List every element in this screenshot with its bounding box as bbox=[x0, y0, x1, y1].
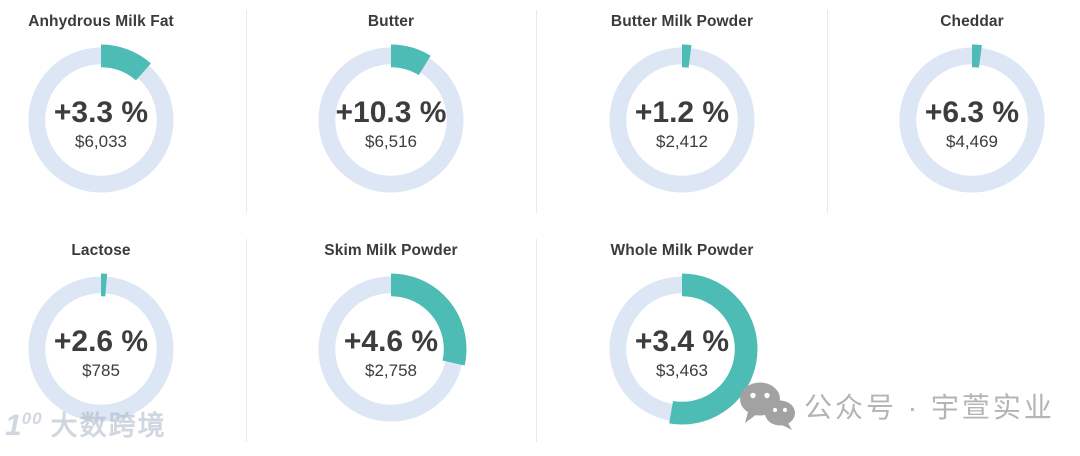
donut-ring bbox=[315, 44, 467, 196]
ring-arc bbox=[606, 273, 758, 425]
product-title: Butter bbox=[367, 13, 415, 30]
price-value: $6,516 bbox=[365, 131, 417, 151]
product-card-butter: Butter +10.3 % $6,516 bbox=[281, 13, 501, 196]
watermark-right-text: 公众号 · 宇萱实业 bbox=[804, 392, 1055, 423]
watermark-dashu-kuajing: 100 大数跨境 bbox=[5, 404, 167, 443]
product-card-skim-milk-powder: Skim Milk Powder +4.6 % $2,758 bbox=[281, 242, 501, 425]
column-divider bbox=[827, 10, 828, 213]
donut-chart: +2.6 % $785 bbox=[25, 273, 177, 425]
change-percent: +4.6 % bbox=[343, 325, 439, 359]
watermark-wechat-account: 公众号 · 宇萱实业 bbox=[738, 381, 1055, 431]
donut-ring bbox=[606, 273, 758, 425]
donut-ring bbox=[606, 44, 758, 196]
product-title: Cheddar bbox=[940, 13, 1004, 30]
change-percent: +1.2 % bbox=[634, 96, 730, 130]
donut-ring bbox=[25, 44, 177, 196]
product-title: Anhydrous Milk Fat bbox=[28, 13, 174, 30]
donut-ring bbox=[896, 44, 1048, 196]
column-divider bbox=[246, 239, 247, 442]
column-divider bbox=[246, 10, 247, 213]
dashu-logo: 100 bbox=[5, 409, 43, 442]
change-percent: +10.3 % bbox=[335, 96, 447, 130]
donut-chart: +3.4 % $3,463 bbox=[606, 273, 758, 425]
ring-arc bbox=[315, 273, 467, 425]
ring-arc bbox=[606, 44, 758, 196]
ring-arc bbox=[896, 44, 1048, 196]
change-percent: +6.3 % bbox=[924, 96, 1020, 130]
donut-center-labels: +3.3 % $6,033 bbox=[25, 44, 177, 196]
change-percent: +3.4 % bbox=[634, 325, 730, 359]
wechat-icon bbox=[740, 382, 795, 430]
product-title: Skim Milk Powder bbox=[324, 242, 458, 259]
donut-center-labels: +2.6 % $785 bbox=[25, 273, 177, 425]
price-value: $785 bbox=[82, 360, 120, 380]
donut-chart: +4.6 % $2,758 bbox=[315, 273, 467, 425]
column-divider bbox=[536, 10, 537, 213]
donut-center-labels: +1.2 % $2,412 bbox=[606, 44, 758, 196]
watermark-left-text: 大数跨境 bbox=[50, 411, 167, 441]
change-percent: +2.6 % bbox=[53, 325, 149, 359]
column-divider bbox=[536, 239, 537, 442]
product-card-anhydrous-milk-fat: Anhydrous Milk Fat +3.3 % $6,033 bbox=[0, 13, 211, 196]
ring-arc bbox=[315, 44, 467, 196]
donut-chart: +10.3 % $6,516 bbox=[315, 44, 467, 196]
price-value: $4,469 bbox=[946, 131, 998, 151]
price-value: $3,463 bbox=[656, 360, 708, 380]
donut-chart: +6.3 % $4,469 bbox=[896, 44, 1048, 196]
ring-arc bbox=[25, 273, 177, 425]
donut-ring bbox=[25, 273, 177, 425]
price-value: $6,033 bbox=[75, 131, 127, 151]
product-card-whole-milk-powder: Whole Milk Powder +3.4 % $3,463 bbox=[572, 242, 792, 425]
product-title: Butter Milk Powder bbox=[610, 13, 754, 30]
price-value: $2,758 bbox=[365, 360, 417, 380]
price-value: $2,412 bbox=[656, 131, 708, 151]
product-card-butter-milk-powder: Butter Milk Powder +1.2 % $2,412 bbox=[572, 13, 792, 196]
donut-center-labels: +4.6 % $2,758 bbox=[315, 273, 467, 425]
change-percent: +3.3 % bbox=[53, 96, 149, 130]
donut-center-labels: +10.3 % $6,516 bbox=[315, 44, 467, 196]
product-card-cheddar: Cheddar +6.3 % $4,469 bbox=[862, 13, 1080, 196]
product-title: Lactose bbox=[71, 242, 131, 259]
donut-chart: +3.3 % $6,033 bbox=[25, 44, 177, 196]
ring-arc bbox=[25, 44, 177, 196]
donut-ring bbox=[315, 273, 467, 425]
donut-center-labels: +3.4 % $3,463 bbox=[606, 273, 758, 425]
donut-chart: +1.2 % $2,412 bbox=[606, 44, 758, 196]
product-title: Whole Milk Powder bbox=[610, 242, 754, 259]
donut-center-labels: +6.3 % $4,469 bbox=[896, 44, 1048, 196]
product-card-lactose: Lactose +2.6 % $785 bbox=[0, 242, 211, 425]
